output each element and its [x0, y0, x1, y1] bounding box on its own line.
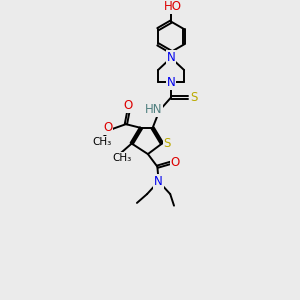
Text: O: O [103, 122, 112, 134]
Text: CH₃: CH₃ [112, 153, 131, 163]
Text: HO: HO [164, 0, 182, 14]
Text: CH₃: CH₃ [93, 137, 112, 147]
Text: HN: HN [145, 103, 162, 116]
Text: O: O [124, 99, 133, 112]
Text: S: S [190, 91, 197, 104]
Text: N: N [167, 76, 176, 89]
Text: S: S [164, 137, 171, 150]
Text: N: N [167, 51, 176, 64]
Text: N: N [154, 175, 163, 188]
Text: O: O [171, 156, 180, 170]
